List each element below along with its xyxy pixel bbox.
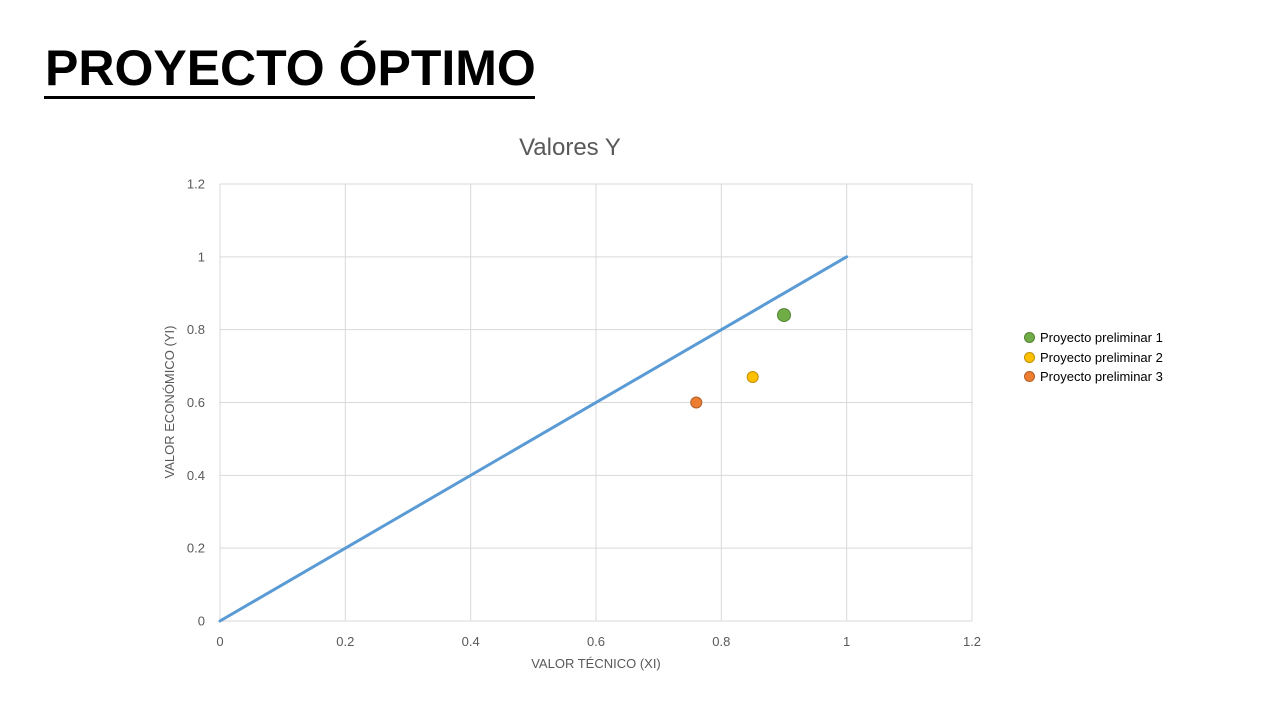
- y-tick-label: 1.2: [187, 177, 205, 192]
- slide-title: PROYECTO ÓPTIMO: [45, 40, 536, 96]
- title-underline: [44, 96, 535, 99]
- x-tick-label: 0.4: [462, 634, 480, 649]
- data-point-2: [746, 371, 759, 384]
- legend-label-2: Proyecto preliminar 2: [1040, 349, 1163, 365]
- legend-item-3: Proyecto preliminar 3: [1024, 367, 1163, 387]
- legend-label-1: Proyecto preliminar 1: [1040, 330, 1163, 346]
- y-tick-label: 0.4: [187, 468, 205, 483]
- legend-item-2: Proyecto preliminar 2: [1024, 348, 1163, 368]
- x-tick-label: 0.2: [336, 634, 354, 649]
- y-tick-label: 0.6: [187, 395, 205, 410]
- x-axis-label: VALOR TÉCNICO (XI): [531, 656, 661, 671]
- data-point-3: [690, 396, 703, 409]
- x-tick-label: 1.2: [963, 634, 981, 649]
- y-tick-label: 1: [198, 249, 205, 264]
- chart-title: Valores Y: [519, 134, 621, 161]
- legend-marker-3: [1024, 371, 1035, 383]
- legend-label-3: Proyecto preliminar 3: [1040, 369, 1163, 385]
- x-tick-label: 0.6: [587, 634, 605, 649]
- chart-legend: Proyecto preliminar 1 Proyecto prelimina…: [1024, 328, 1163, 387]
- x-tick-label: 1: [843, 634, 850, 649]
- y-tick-label: 0: [198, 614, 205, 629]
- y-axis-label: VALOR ECONÓMICO (YI): [162, 325, 177, 479]
- legend-item-1: Proyecto preliminar 1: [1024, 328, 1163, 348]
- reference-line: [218, 255, 849, 623]
- y-tick-label: 0.2: [187, 541, 205, 556]
- data-point-1: [777, 308, 791, 323]
- legend-marker-1: [1024, 332, 1035, 344]
- y-tick-label: 0.8: [187, 322, 205, 337]
- x-tick-label: 0.8: [712, 634, 730, 649]
- x-tick-label: 0: [216, 634, 223, 649]
- legend-marker-2: [1024, 351, 1035, 363]
